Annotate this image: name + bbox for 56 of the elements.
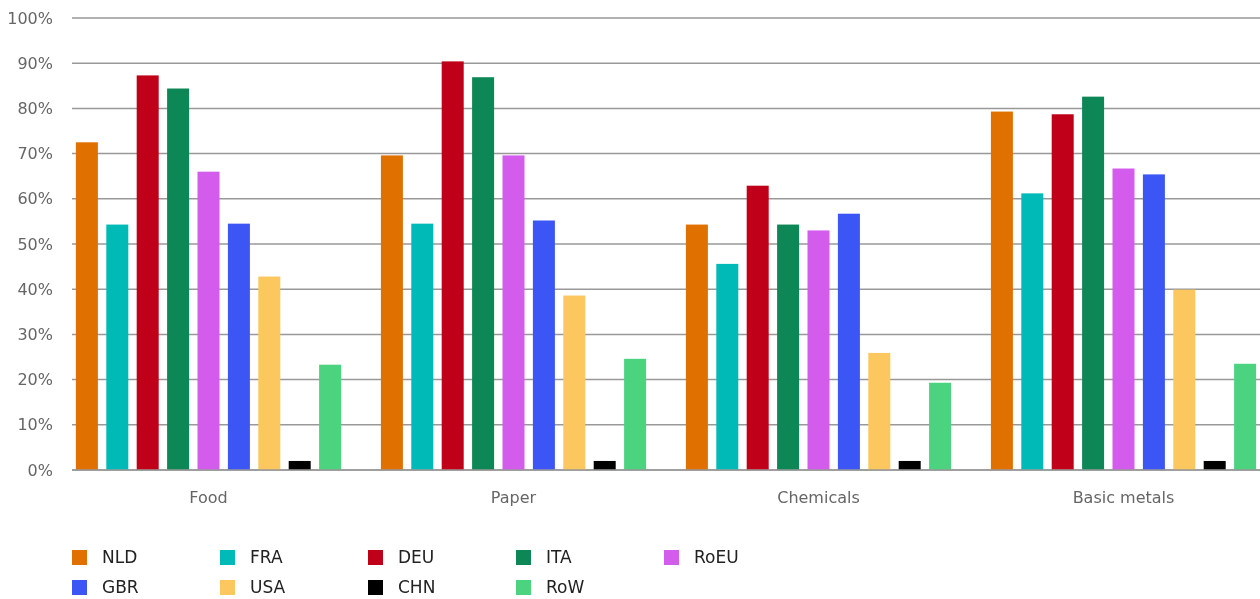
- bar: [197, 171, 220, 470]
- y-tick-label: 60%: [17, 189, 53, 209]
- y-tick-label: 90%: [17, 53, 53, 73]
- bar: [472, 77, 495, 470]
- legend-label: DEU: [398, 546, 435, 567]
- y-tick-label: 10%: [17, 415, 53, 435]
- bar: [532, 220, 555, 470]
- y-tick-label: 100%: [7, 8, 53, 28]
- bar: [929, 382, 952, 470]
- bar: [868, 352, 891, 470]
- bar: [990, 111, 1013, 470]
- bar: [807, 230, 830, 470]
- y-tick-label: 0%: [27, 460, 53, 480]
- legend-label: USA: [250, 576, 286, 597]
- legend-label: ITA: [546, 546, 573, 567]
- bar: [227, 223, 250, 470]
- bar: [1142, 174, 1165, 470]
- bar: [685, 224, 708, 470]
- legend-label: GBR: [102, 576, 139, 597]
- bar: [136, 75, 159, 470]
- legend-label: NLD: [102, 546, 138, 567]
- legend-label: CHN: [398, 576, 436, 597]
- bar: [746, 185, 769, 470]
- bar: [441, 61, 464, 470]
- y-tick-label: 80%: [17, 99, 53, 118]
- y-tick-label: 20%: [17, 370, 53, 390]
- bar: [258, 276, 281, 470]
- bar: [502, 155, 525, 470]
- bar: [1082, 96, 1105, 470]
- legend-label: FRA: [250, 546, 283, 567]
- bar: [106, 224, 129, 470]
- x-tick-label: Food: [189, 487, 228, 507]
- x-tick-label: Basic metals: [1072, 487, 1175, 507]
- legend-label: RoW: [546, 576, 585, 597]
- bar: [563, 295, 586, 470]
- x-tick-label: Chemicals: [777, 487, 860, 507]
- y-tick-label: 50%: [17, 234, 53, 254]
- y-tick-label: 70%: [17, 144, 53, 164]
- bar: [1173, 289, 1196, 470]
- legend-label: RoEU: [694, 546, 739, 567]
- bar: [1234, 363, 1257, 470]
- bar: [624, 358, 647, 470]
- bar: [380, 155, 403, 470]
- bar: [167, 88, 190, 470]
- bar: [837, 213, 860, 470]
- bar: [319, 364, 342, 470]
- bar: [1112, 168, 1135, 470]
- bar: [1051, 114, 1074, 470]
- bar: [75, 142, 98, 470]
- y-tick-label: 30%: [17, 325, 53, 344]
- y-tick-label: 40%: [17, 279, 53, 299]
- x-tick-label: Paper: [490, 487, 537, 507]
- bar: [411, 223, 434, 470]
- bar: [1021, 193, 1044, 470]
- bar: [716, 263, 739, 470]
- bar: [777, 224, 800, 470]
